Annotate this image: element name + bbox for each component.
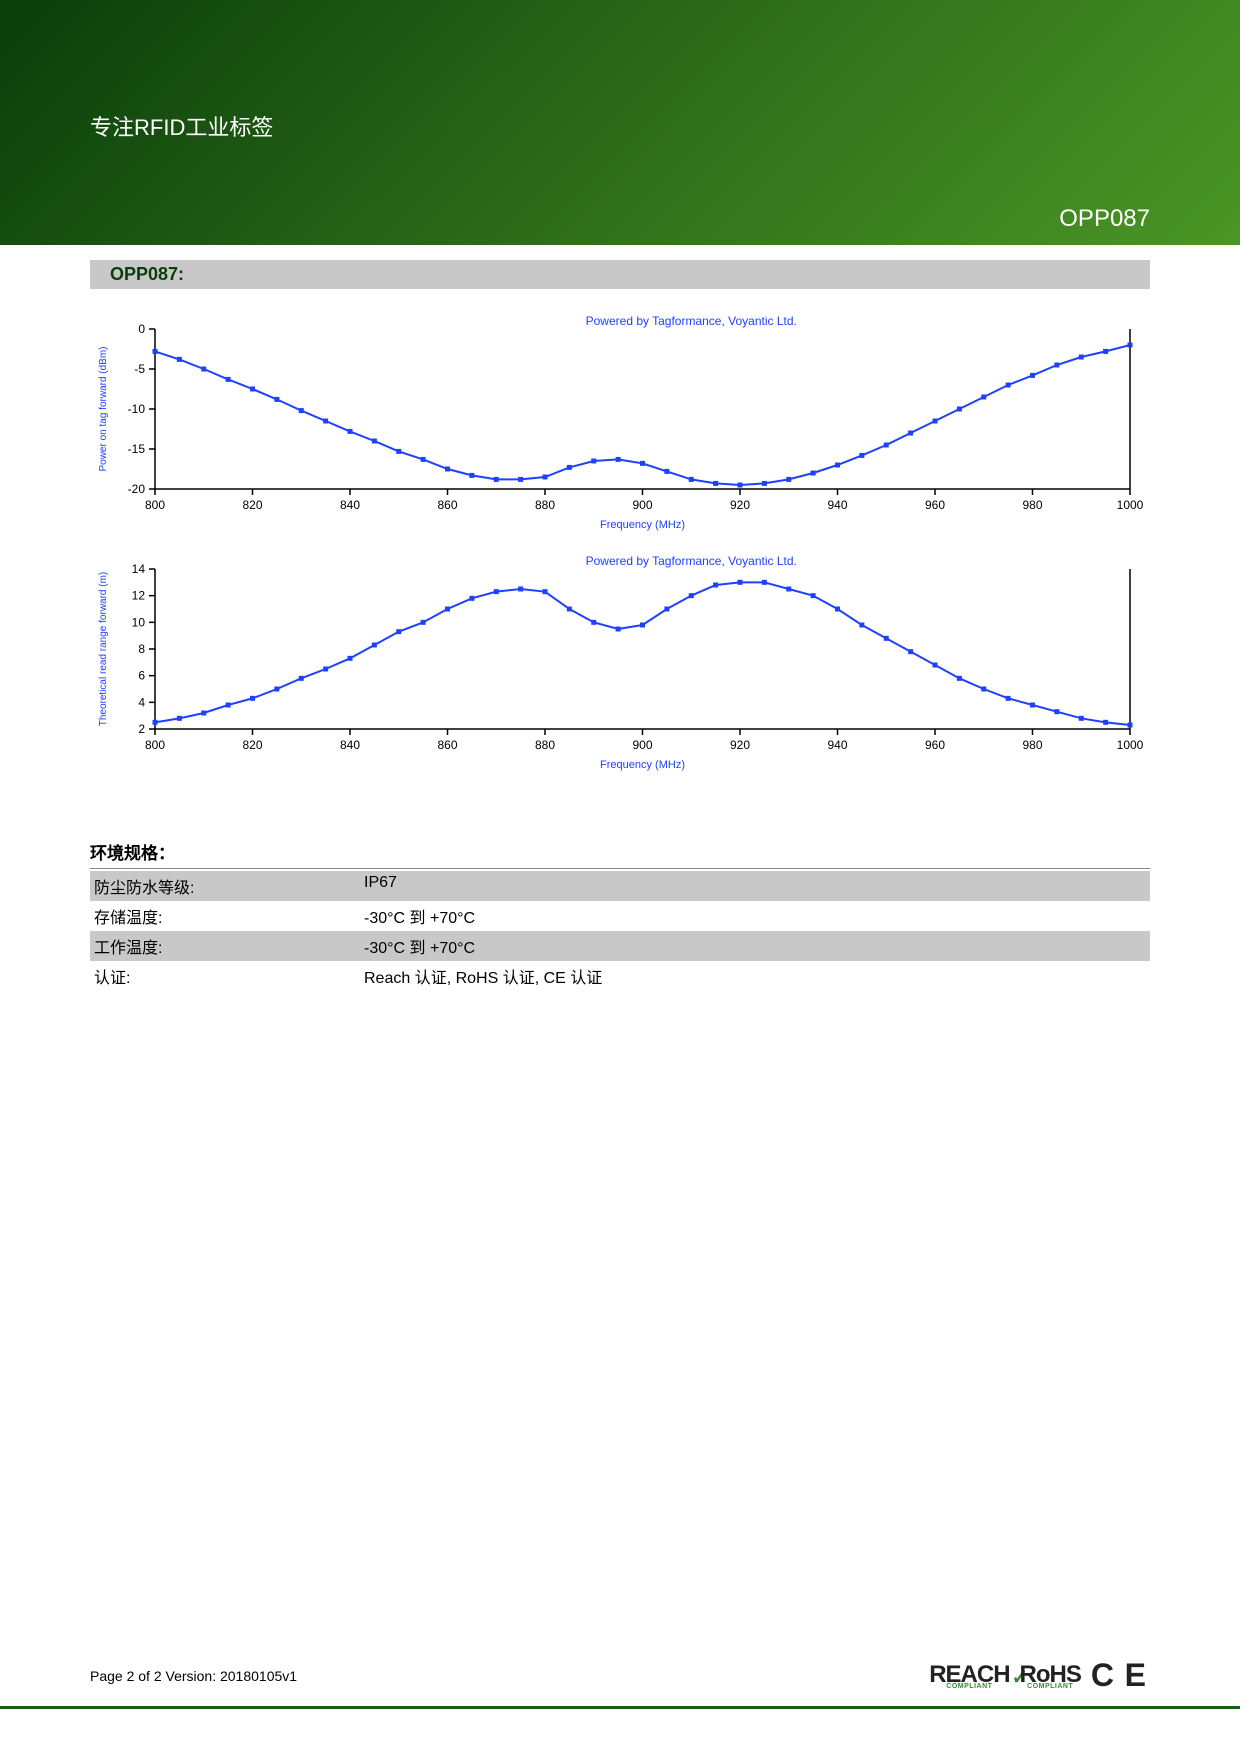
spec-row: 存储温度:-30°C 到 +70°C: [90, 901, 1150, 931]
svg-text:820: 820: [242, 738, 262, 752]
svg-text:940: 940: [827, 738, 847, 752]
chart-range-vs-frequency: 800 820 840 860 880 900 920 940 960 980 1000 2 4 6 8 10…: [90, 549, 1150, 779]
spec-table: 防尘防水等级:IP67存储温度:-30°C 到 +70°C工作温度:-30°C …: [90, 871, 1150, 991]
svg-text:880: 880: [535, 738, 555, 752]
svg-text:800: 800: [145, 738, 165, 752]
svg-text:960: 960: [925, 498, 945, 512]
svg-text:2: 2: [138, 722, 145, 736]
footer-page-version: Page 2 of 2 Version: 20180105v1: [90, 1668, 297, 1684]
svg-text:920: 920: [730, 738, 750, 752]
svg-text:960: 960: [925, 738, 945, 752]
spec-row: 防尘防水等级:IP67: [90, 871, 1150, 901]
svg-text:980: 980: [1022, 498, 1042, 512]
svg-text:840: 840: [340, 498, 360, 512]
svg-text:4: 4: [138, 695, 145, 709]
page-header: 专注RFID工业标签 OPP087: [0, 0, 1240, 245]
svg-text:840: 840: [340, 738, 360, 752]
svg-text:880: 880: [535, 498, 555, 512]
spec-heading: 环境规格：: [90, 839, 1150, 869]
svg-text:Frequency (MHz): Frequency (MHz): [600, 759, 685, 771]
footer-logos: REACH COMPLIANT ✓ RoHS COMPLIANT C E: [929, 1657, 1150, 1694]
svg-text:Powered by Tagformance, Voyant: Powered by Tagformance, Voyantic Ltd.: [586, 314, 797, 328]
spec-label: 认证:: [94, 964, 364, 988]
section-title: OPP087:: [90, 260, 1150, 289]
footer-divider: [0, 1706, 1240, 1709]
svg-text:-10: -10: [128, 402, 146, 416]
svg-text:14: 14: [132, 562, 146, 576]
chart1-svg: 800 820 840 860 880 900 920 940 960 980 1000 -20 -15…: [90, 309, 1150, 534]
spec-label: 工作温度:: [94, 934, 364, 958]
spec-row: 认证:Reach 认证, RoHS 认证, CE 认证: [90, 961, 1150, 991]
svg-text:-15: -15: [128, 442, 146, 456]
svg-text:Frequency (MHz): Frequency (MHz): [600, 519, 685, 531]
svg-text:900: 900: [632, 738, 652, 752]
charts-container: 8008208408608809009209409609801000-20-15…: [90, 309, 1150, 779]
header-product-code: OPP087: [1059, 205, 1150, 233]
svg-text:-5: -5: [134, 362, 145, 376]
ce-logo: C E: [1091, 1657, 1150, 1694]
svg-text:0: 0: [138, 322, 145, 336]
svg-text:860: 860: [437, 738, 457, 752]
svg-text:940: 940: [827, 498, 847, 512]
header-title: 专注RFID工业标签: [90, 110, 273, 142]
svg-text:Theoretical read range forward: Theoretical read range forward (m): [98, 572, 109, 727]
svg-text:800: 800: [145, 498, 165, 512]
chart-power-vs-frequency: 800 820 840 860 880 900 920 940 960 980 1000 -20 -15…: [90, 309, 1150, 539]
svg-text:6: 6: [138, 669, 145, 683]
svg-text:8: 8: [138, 642, 145, 656]
page-footer: Page 2 of 2 Version: 20180105v1 REACH CO…: [90, 1657, 1150, 1694]
environment-spec-section: 环境规格： 防尘防水等级:IP67存储温度:-30°C 到 +70°C工作温度:…: [90, 839, 1150, 991]
svg-text:Power on tag forward (dBm): Power on tag forward (dBm): [98, 346, 109, 471]
spec-value: IP67: [364, 874, 1150, 898]
spec-value: -30°C 到 +70°C: [364, 934, 1150, 958]
svg-text:900: 900: [632, 498, 652, 512]
svg-text:-20: -20: [128, 482, 146, 496]
svg-text:Powered by Tagformance, Voyant: Powered by Tagformance, Voyantic Ltd.: [586, 554, 797, 568]
chart2-svg: 800 820 840 860 880 900 920 940 960 980 1000 2 4 6 8 10…: [90, 549, 1150, 774]
spec-row: 工作温度:-30°C 到 +70°C: [90, 931, 1150, 961]
svg-text:980: 980: [1022, 738, 1042, 752]
svg-text:920: 920: [730, 498, 750, 512]
spec-label: 防尘防水等级:: [94, 874, 364, 898]
svg-text:12: 12: [132, 589, 146, 603]
svg-text:820: 820: [242, 498, 262, 512]
spec-value: Reach 认证, RoHS 认证, CE 认证: [364, 964, 1150, 988]
rohs-compliant-logo: ✓ RoHS COMPLIANT: [1020, 1661, 1081, 1690]
spec-value: -30°C 到 +70°C: [364, 904, 1150, 928]
svg-text:860: 860: [437, 498, 457, 512]
svg-text:1000: 1000: [1117, 498, 1144, 512]
spec-label: 存储温度:: [94, 904, 364, 928]
svg-text:1000: 1000: [1117, 738, 1144, 752]
svg-text:10: 10: [132, 615, 146, 629]
reach-compliant-logo: REACH COMPLIANT: [929, 1661, 1009, 1690]
